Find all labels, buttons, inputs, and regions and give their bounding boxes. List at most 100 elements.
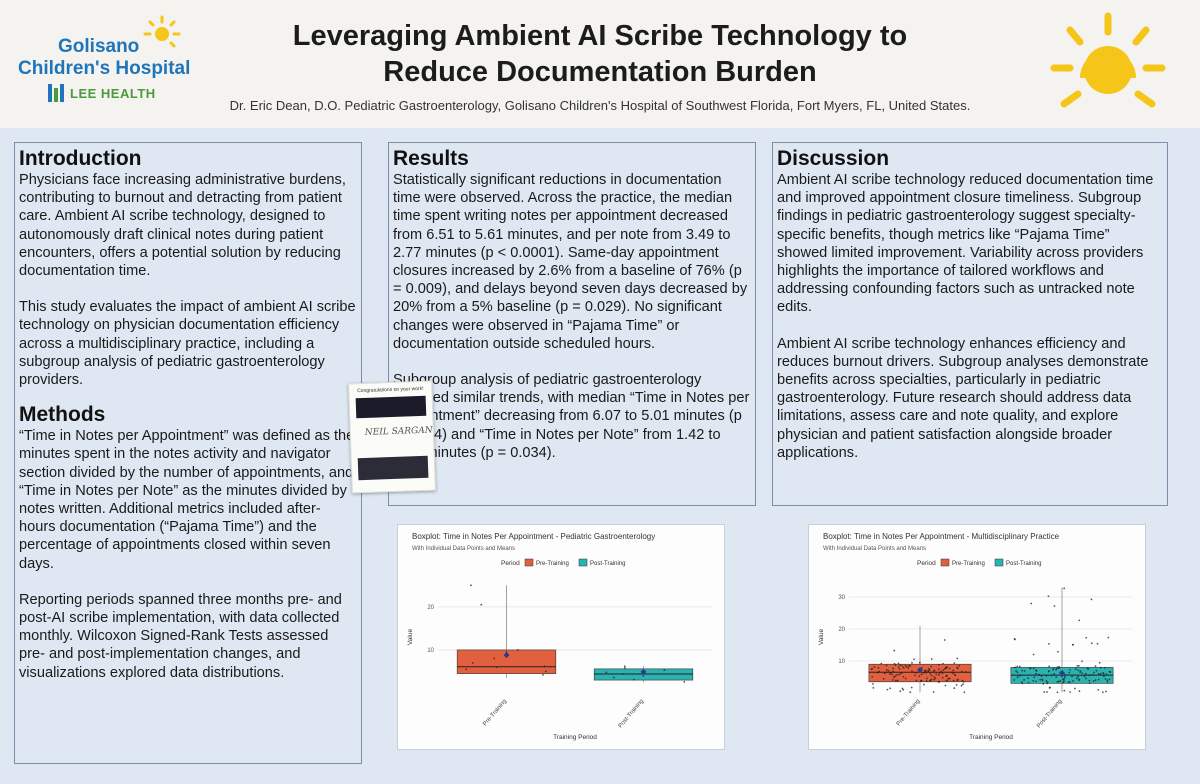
- data-point: [1085, 636, 1088, 639]
- data-point: [880, 662, 883, 665]
- data-point: [942, 662, 944, 665]
- data-point: [918, 661, 921, 664]
- data-point: [1019, 674, 1022, 677]
- data-point: [1038, 673, 1041, 676]
- data-point: [1063, 677, 1066, 680]
- data-point: [952, 669, 955, 672]
- data-point: [935, 673, 938, 676]
- data-point: [1076, 664, 1079, 667]
- data-point: [1020, 681, 1023, 683]
- data-point: [894, 664, 897, 667]
- results-heading: Results: [393, 147, 469, 170]
- data-point: [896, 679, 899, 682]
- data-point: [882, 677, 885, 680]
- data-point: [1098, 661, 1101, 664]
- data-point: [873, 666, 876, 668]
- data-point: [1106, 681, 1109, 684]
- data-point: [937, 668, 940, 671]
- data-point: [925, 671, 928, 674]
- data-point: [1056, 666, 1059, 668]
- discussion-paragraph-2: Ambient AI scribe technology enhances ef…: [777, 335, 1149, 461]
- data-point: [892, 667, 894, 670]
- data-point: [1063, 587, 1066, 590]
- data-point: [1097, 673, 1100, 675]
- data-point: [624, 667, 626, 669]
- data-point: [897, 662, 900, 665]
- legend-title: Period: [501, 560, 520, 567]
- data-point: [920, 666, 923, 669]
- data-point: [946, 666, 948, 669]
- data-point: [1046, 681, 1049, 684]
- data-point: [1097, 688, 1100, 691]
- data-point: [956, 667, 959, 670]
- data-point: [1103, 666, 1106, 669]
- data-point: [941, 676, 944, 679]
- data-point: [905, 665, 908, 668]
- data-point: [923, 671, 925, 674]
- title-line-2: Reduce Documentation Burden: [383, 56, 817, 88]
- data-point: [1058, 665, 1061, 668]
- box-0: [456, 649, 557, 674]
- chart-subtitle: With Individual Data Points and Means: [823, 546, 926, 552]
- data-point: [1040, 675, 1043, 678]
- data-point: [1032, 653, 1035, 656]
- results-paragraph-1: Statistically significant reductions in …: [393, 172, 748, 352]
- x-axis-label: Training Period: [553, 734, 597, 741]
- data-point: [1069, 691, 1072, 693]
- introduction-heading: Introduction: [19, 147, 142, 170]
- boxplot-multidisciplinary: Boxplot: Time in Notes Per Appointment -…: [818, 532, 1133, 741]
- data-point: [1048, 665, 1051, 668]
- data-point: [1045, 680, 1048, 682]
- data-point: [642, 674, 645, 677]
- data-point: [1064, 676, 1066, 678]
- data-point: [944, 667, 947, 670]
- data-point: [1094, 679, 1097, 682]
- data-point: [910, 686, 913, 689]
- data-point: [605, 671, 608, 674]
- data-point: [1063, 689, 1066, 692]
- data-point: [933, 676, 936, 678]
- discussion-panel: Discussion Ambient AI scribe technology …: [772, 142, 1168, 506]
- legend-label-1: Post-Training: [1006, 561, 1041, 567]
- legend-swatch-1: [994, 558, 1004, 567]
- data-point: [1088, 679, 1091, 682]
- data-point: [914, 674, 916, 677]
- data-point: [1056, 691, 1059, 694]
- data-point: [622, 673, 624, 675]
- data-point: [929, 672, 932, 675]
- data-point: [871, 667, 873, 670]
- data-point: [1016, 665, 1019, 668]
- data-point: [1094, 665, 1097, 668]
- data-point: [1041, 679, 1044, 682]
- data-point: [962, 683, 964, 686]
- data-point: [542, 674, 544, 676]
- data-point: [961, 679, 964, 682]
- data-point: [1027, 681, 1030, 684]
- data-point: [933, 678, 935, 681]
- data-point: [937, 674, 940, 676]
- data-point: [1056, 650, 1059, 653]
- legend-swatch-0: [524, 558, 534, 567]
- data-point: [1064, 673, 1066, 676]
- data-point: [1071, 675, 1073, 678]
- sticker-message: Congratulations on your work!: [357, 385, 424, 395]
- data-point: [954, 673, 956, 676]
- y-axis-label: Value: [818, 629, 825, 646]
- title-line-1: Leveraging Ambient AI Scribe Technology …: [292, 20, 908, 52]
- data-point: [1021, 682, 1024, 685]
- data-point: [909, 665, 912, 667]
- data-point: [952, 672, 955, 675]
- data-point: [1015, 670, 1018, 672]
- y-tick-label-1: 20: [427, 605, 434, 611]
- poster-header: Golisano Children's Hospital LEE HEALTH …: [0, 0, 1200, 128]
- data-point: [948, 677, 951, 680]
- data-point: [901, 665, 904, 667]
- discussion-paragraph-1: Ambient AI scribe technology reduced doc…: [777, 172, 1154, 316]
- data-point: [1053, 672, 1056, 675]
- data-point: [1090, 642, 1093, 645]
- discussion-heading: Discussion: [777, 147, 890, 170]
- data-point: [894, 675, 896, 678]
- data-point: [495, 666, 498, 669]
- introduction-paragraph-2: This study evaluates the impact of ambie…: [19, 299, 356, 389]
